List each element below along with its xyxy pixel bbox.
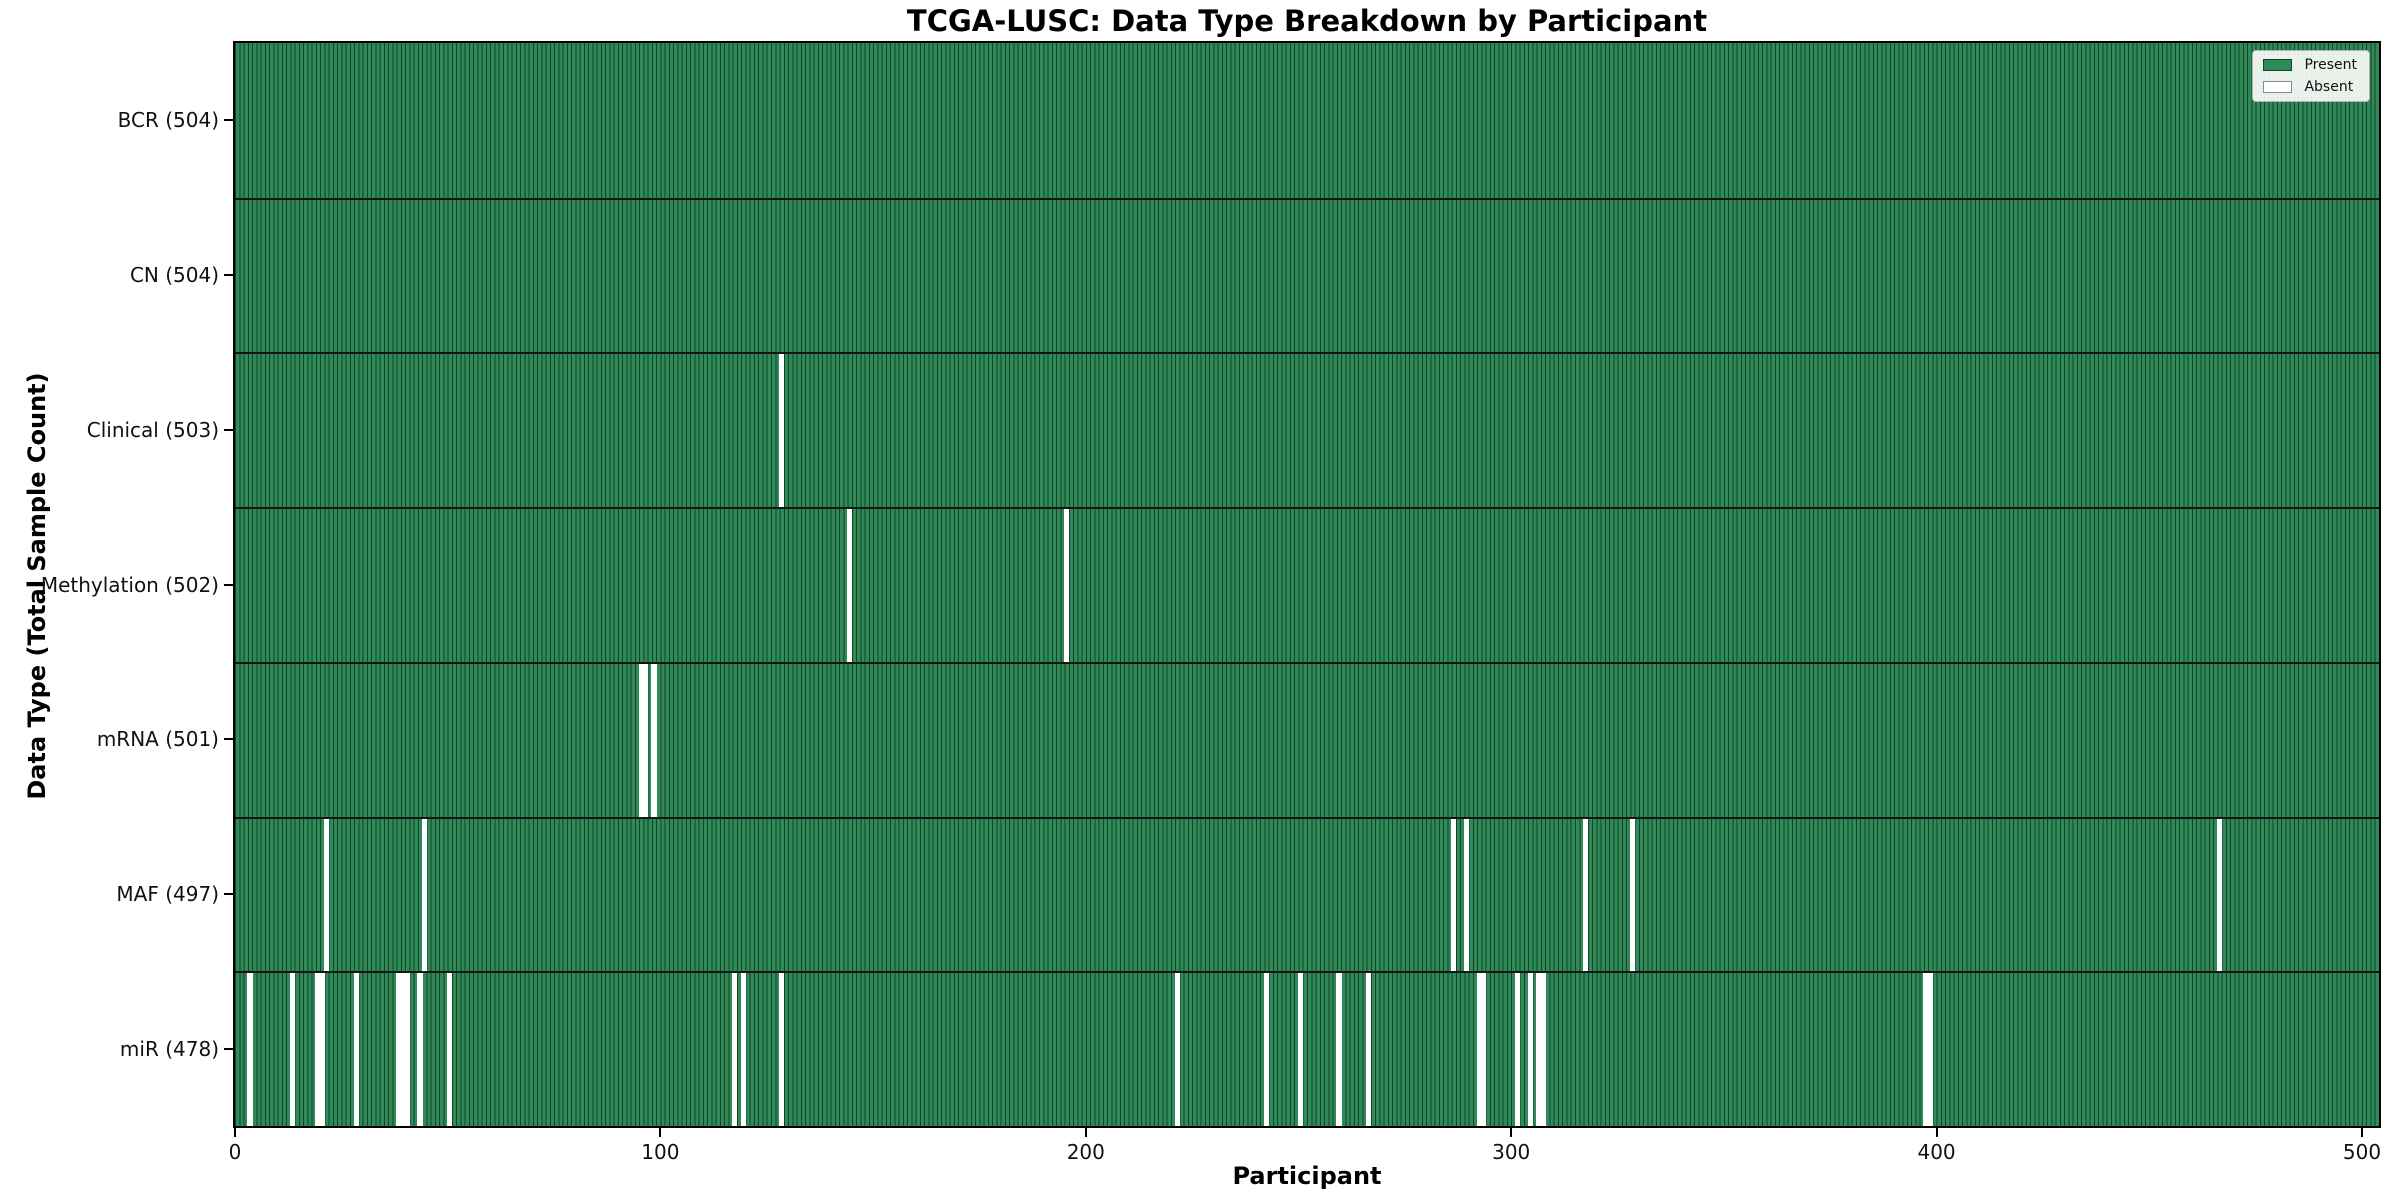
y-tick-label: Methylation (502): [40, 572, 219, 597]
absent-gap: [1366, 973, 1372, 1126]
y-tick-mark: [224, 119, 233, 122]
absent-gap: [1297, 973, 1304, 1126]
heatmap-row-maf: [235, 816, 2379, 972]
legend-entry-present: Present: [2263, 58, 2357, 72]
heatmap-row-mrna: [235, 661, 2379, 817]
x-tick-label: 0: [228, 1140, 242, 1164]
x-tick-mark: [234, 1128, 236, 1137]
x-tick-mark: [1935, 1128, 1938, 1137]
present-swatch: [2263, 59, 2293, 71]
y-tick-mark: [224, 274, 233, 277]
legend-entry-absent: Absent: [2263, 80, 2357, 94]
absent-gap: [1927, 973, 1933, 1126]
y-tick-label: miR (478): [119, 1036, 219, 1061]
absent-gap: [1174, 973, 1180, 1126]
heatmap-rows: [235, 43, 2379, 1126]
absent-gap: [319, 973, 325, 1126]
y-tick-mark: [224, 738, 233, 741]
y-tick-label: CN (504): [129, 263, 219, 288]
absent-gap: [323, 818, 330, 972]
absent-gap: [847, 509, 853, 662]
plot-area: Present Absent: [233, 41, 2381, 1128]
absent-gap: [779, 354, 785, 508]
absent-gap: [447, 973, 453, 1126]
absent-gap: [1536, 973, 1542, 1126]
absent-gap: [1476, 973, 1482, 1126]
absent-gap: [1451, 818, 1457, 972]
absent-gap: [1336, 973, 1342, 1126]
absent-swatch: [2263, 81, 2293, 93]
x-tick-mark: [1510, 1128, 1513, 1137]
absent-gap: [404, 973, 410, 1126]
y-tick-label: Clinical (503): [86, 417, 219, 442]
absent-gap: [1629, 818, 1636, 972]
absent-gap: [740, 973, 746, 1126]
x-axis-label: Participant: [1232, 1162, 1382, 1190]
absent-gap: [651, 663, 657, 817]
heatmap-row-methylation: [235, 507, 2379, 662]
absent-gap: [353, 973, 359, 1126]
y-tick-label: BCR (504): [117, 108, 219, 133]
heatmap-row-bcr: [235, 43, 2379, 198]
absent-gap: [1583, 818, 1589, 972]
legend: Present Absent: [2252, 50, 2370, 102]
x-tick-mark: [1084, 1128, 1087, 1137]
heatmap-row-cn: [235, 197, 2379, 353]
absent-gap: [2216, 818, 2223, 972]
legend-present-label: Present: [2304, 57, 2357, 73]
y-tick-mark: [224, 583, 233, 586]
x-tick-mark: [2360, 1128, 2363, 1137]
x-tick-label: 500: [2342, 1140, 2382, 1164]
x-tick-label: 100: [641, 1140, 680, 1164]
y-tick-label: MAF (497): [116, 881, 219, 906]
absent-gap: [732, 973, 738, 1126]
absent-gap: [400, 973, 406, 1126]
chart-title: TCGA-LUSC: Data Type Breakdown by Partic…: [906, 4, 1708, 38]
legend-absent-label: Absent: [2304, 79, 2354, 95]
heatmap-row-clinical: [235, 352, 2379, 508]
absent-gap: [421, 818, 427, 972]
absent-gap: [779, 973, 785, 1126]
absent-gap: [417, 973, 423, 1126]
absent-gap: [247, 973, 253, 1126]
y-tick-mark: [224, 892, 233, 895]
absent-gap: [638, 663, 644, 817]
x-tick-label: 400: [1917, 1140, 1956, 1164]
y-tick-label: mRNA (501): [96, 727, 219, 752]
x-tick-mark: [659, 1128, 662, 1137]
absent-gap: [396, 973, 402, 1126]
absent-gap: [289, 973, 296, 1126]
absent-gap: [1263, 973, 1270, 1126]
absent-gap: [642, 663, 649, 817]
absent-gap: [1514, 973, 1521, 1126]
absent-gap: [315, 973, 321, 1126]
absent-gap: [1480, 973, 1487, 1126]
x-tick-label: 300: [1492, 1140, 1531, 1164]
absent-gap: [1923, 973, 1929, 1126]
absent-gap: [1463, 818, 1470, 972]
x-tick-label: 200: [1066, 1140, 1105, 1164]
absent-gap: [1064, 509, 1070, 662]
heatmap-row-mir: [235, 971, 2379, 1126]
y-tick-mark: [224, 428, 233, 431]
absent-gap: [1540, 973, 1546, 1126]
y-tick-mark: [224, 1047, 233, 1050]
absent-gap: [1527, 973, 1533, 1126]
